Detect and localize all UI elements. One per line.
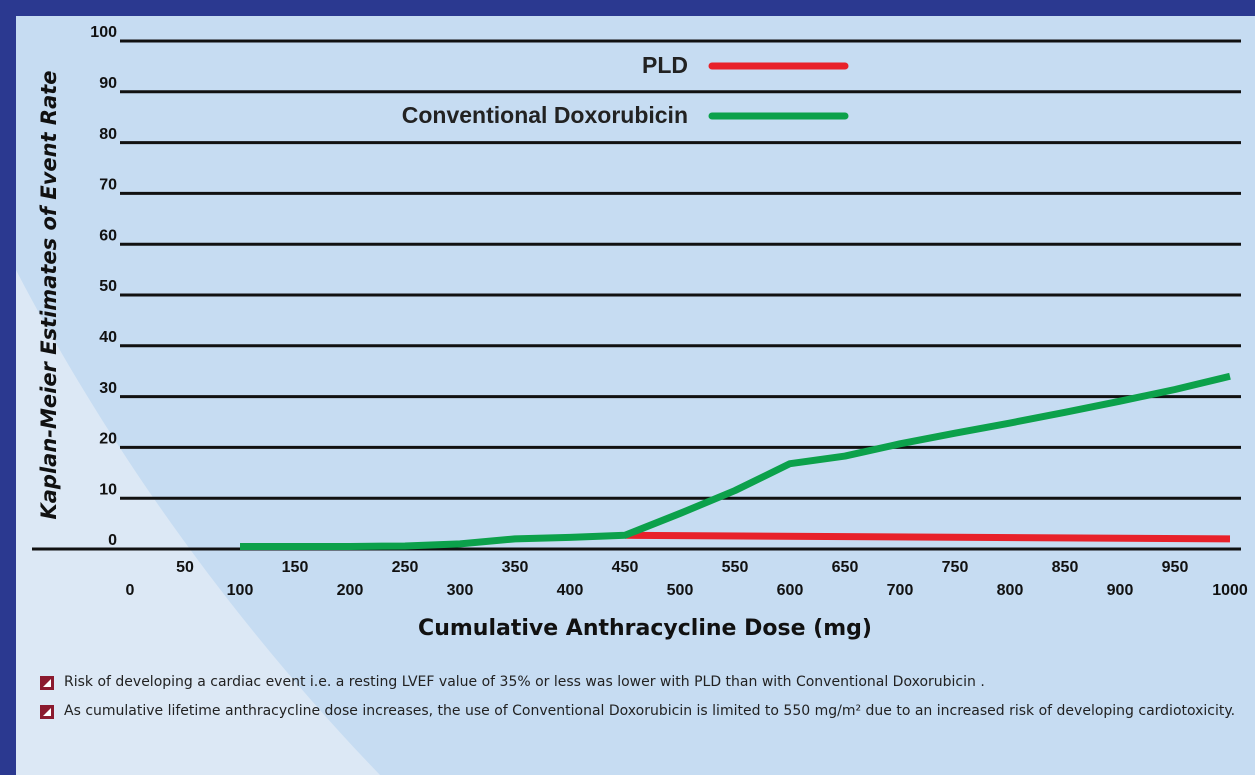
x-tick-label: 800 — [997, 582, 1024, 599]
y-tick-label: 60 — [99, 227, 117, 244]
bullet-text: As cumulative lifetime anthracycline dos… — [64, 703, 1236, 719]
x-tick-label: 600 — [777, 582, 804, 599]
x-tick-label: 1000 — [1212, 582, 1248, 599]
bullet-icon — [40, 705, 54, 719]
x-tick-label: 200 — [337, 582, 364, 599]
bullet: Risk of developing a cardiac event i.e. … — [40, 672, 1255, 693]
y-tick-label: 50 — [99, 278, 117, 295]
x-tick-label: 900 — [1107, 582, 1134, 599]
y-tick-label: 0 — [108, 532, 117, 549]
bullet-list: Risk of developing a cardiac event i.e. … — [40, 672, 1255, 730]
background-curve — [16, 20, 380, 775]
bullet-text: Risk of developing a cardiac event i.e. … — [64, 674, 985, 690]
x-tick-label: 850 — [1052, 559, 1079, 576]
x-tick-label: 0 — [126, 582, 135, 599]
x-tick-label: 950 — [1162, 559, 1189, 576]
y-tick-label: 10 — [99, 481, 117, 498]
bullet: As cumulative lifetime anthracycline dos… — [40, 701, 1255, 722]
legend-label: Conventional Doxorubicin — [402, 102, 688, 128]
x-tick-label: 500 — [667, 582, 694, 599]
y-tick-label: 20 — [99, 431, 117, 448]
bullet-icon — [40, 676, 54, 690]
x-axis-label: Cumulative Anthracycline Dose (mg) — [418, 616, 872, 641]
x-tick-label: 650 — [832, 559, 859, 576]
x-tick-label: 250 — [392, 559, 419, 576]
x-tick-label: 450 — [612, 559, 639, 576]
x-tick-label: 400 — [557, 582, 584, 599]
x-tick-label: 550 — [722, 559, 749, 576]
x-tick-label: 100 — [227, 582, 254, 599]
y-tick-label: 70 — [99, 177, 117, 194]
y-tick-label: 80 — [99, 126, 117, 143]
x-tick-label: 150 — [282, 559, 309, 576]
y-tick-label: 90 — [99, 75, 117, 92]
x-tick-label: 50 — [176, 559, 194, 576]
x-tick-label: 350 — [502, 559, 529, 576]
bullet-glyph — [43, 708, 51, 716]
bullet-glyph — [43, 679, 51, 687]
y-tick-label: 100 — [90, 24, 117, 41]
legend-label: PLD — [642, 52, 688, 78]
y-tick-label: 30 — [99, 380, 117, 397]
x-tick-label: 750 — [942, 559, 969, 576]
series-line — [240, 372, 1231, 550]
series-line — [624, 531, 1231, 543]
x-tick-label: 300 — [447, 582, 474, 599]
x-tick-label: 700 — [887, 582, 914, 599]
y-axis-label: Kaplan-Meier Estimates of Event Rate — [37, 70, 61, 519]
y-tick-label: 40 — [99, 329, 117, 346]
